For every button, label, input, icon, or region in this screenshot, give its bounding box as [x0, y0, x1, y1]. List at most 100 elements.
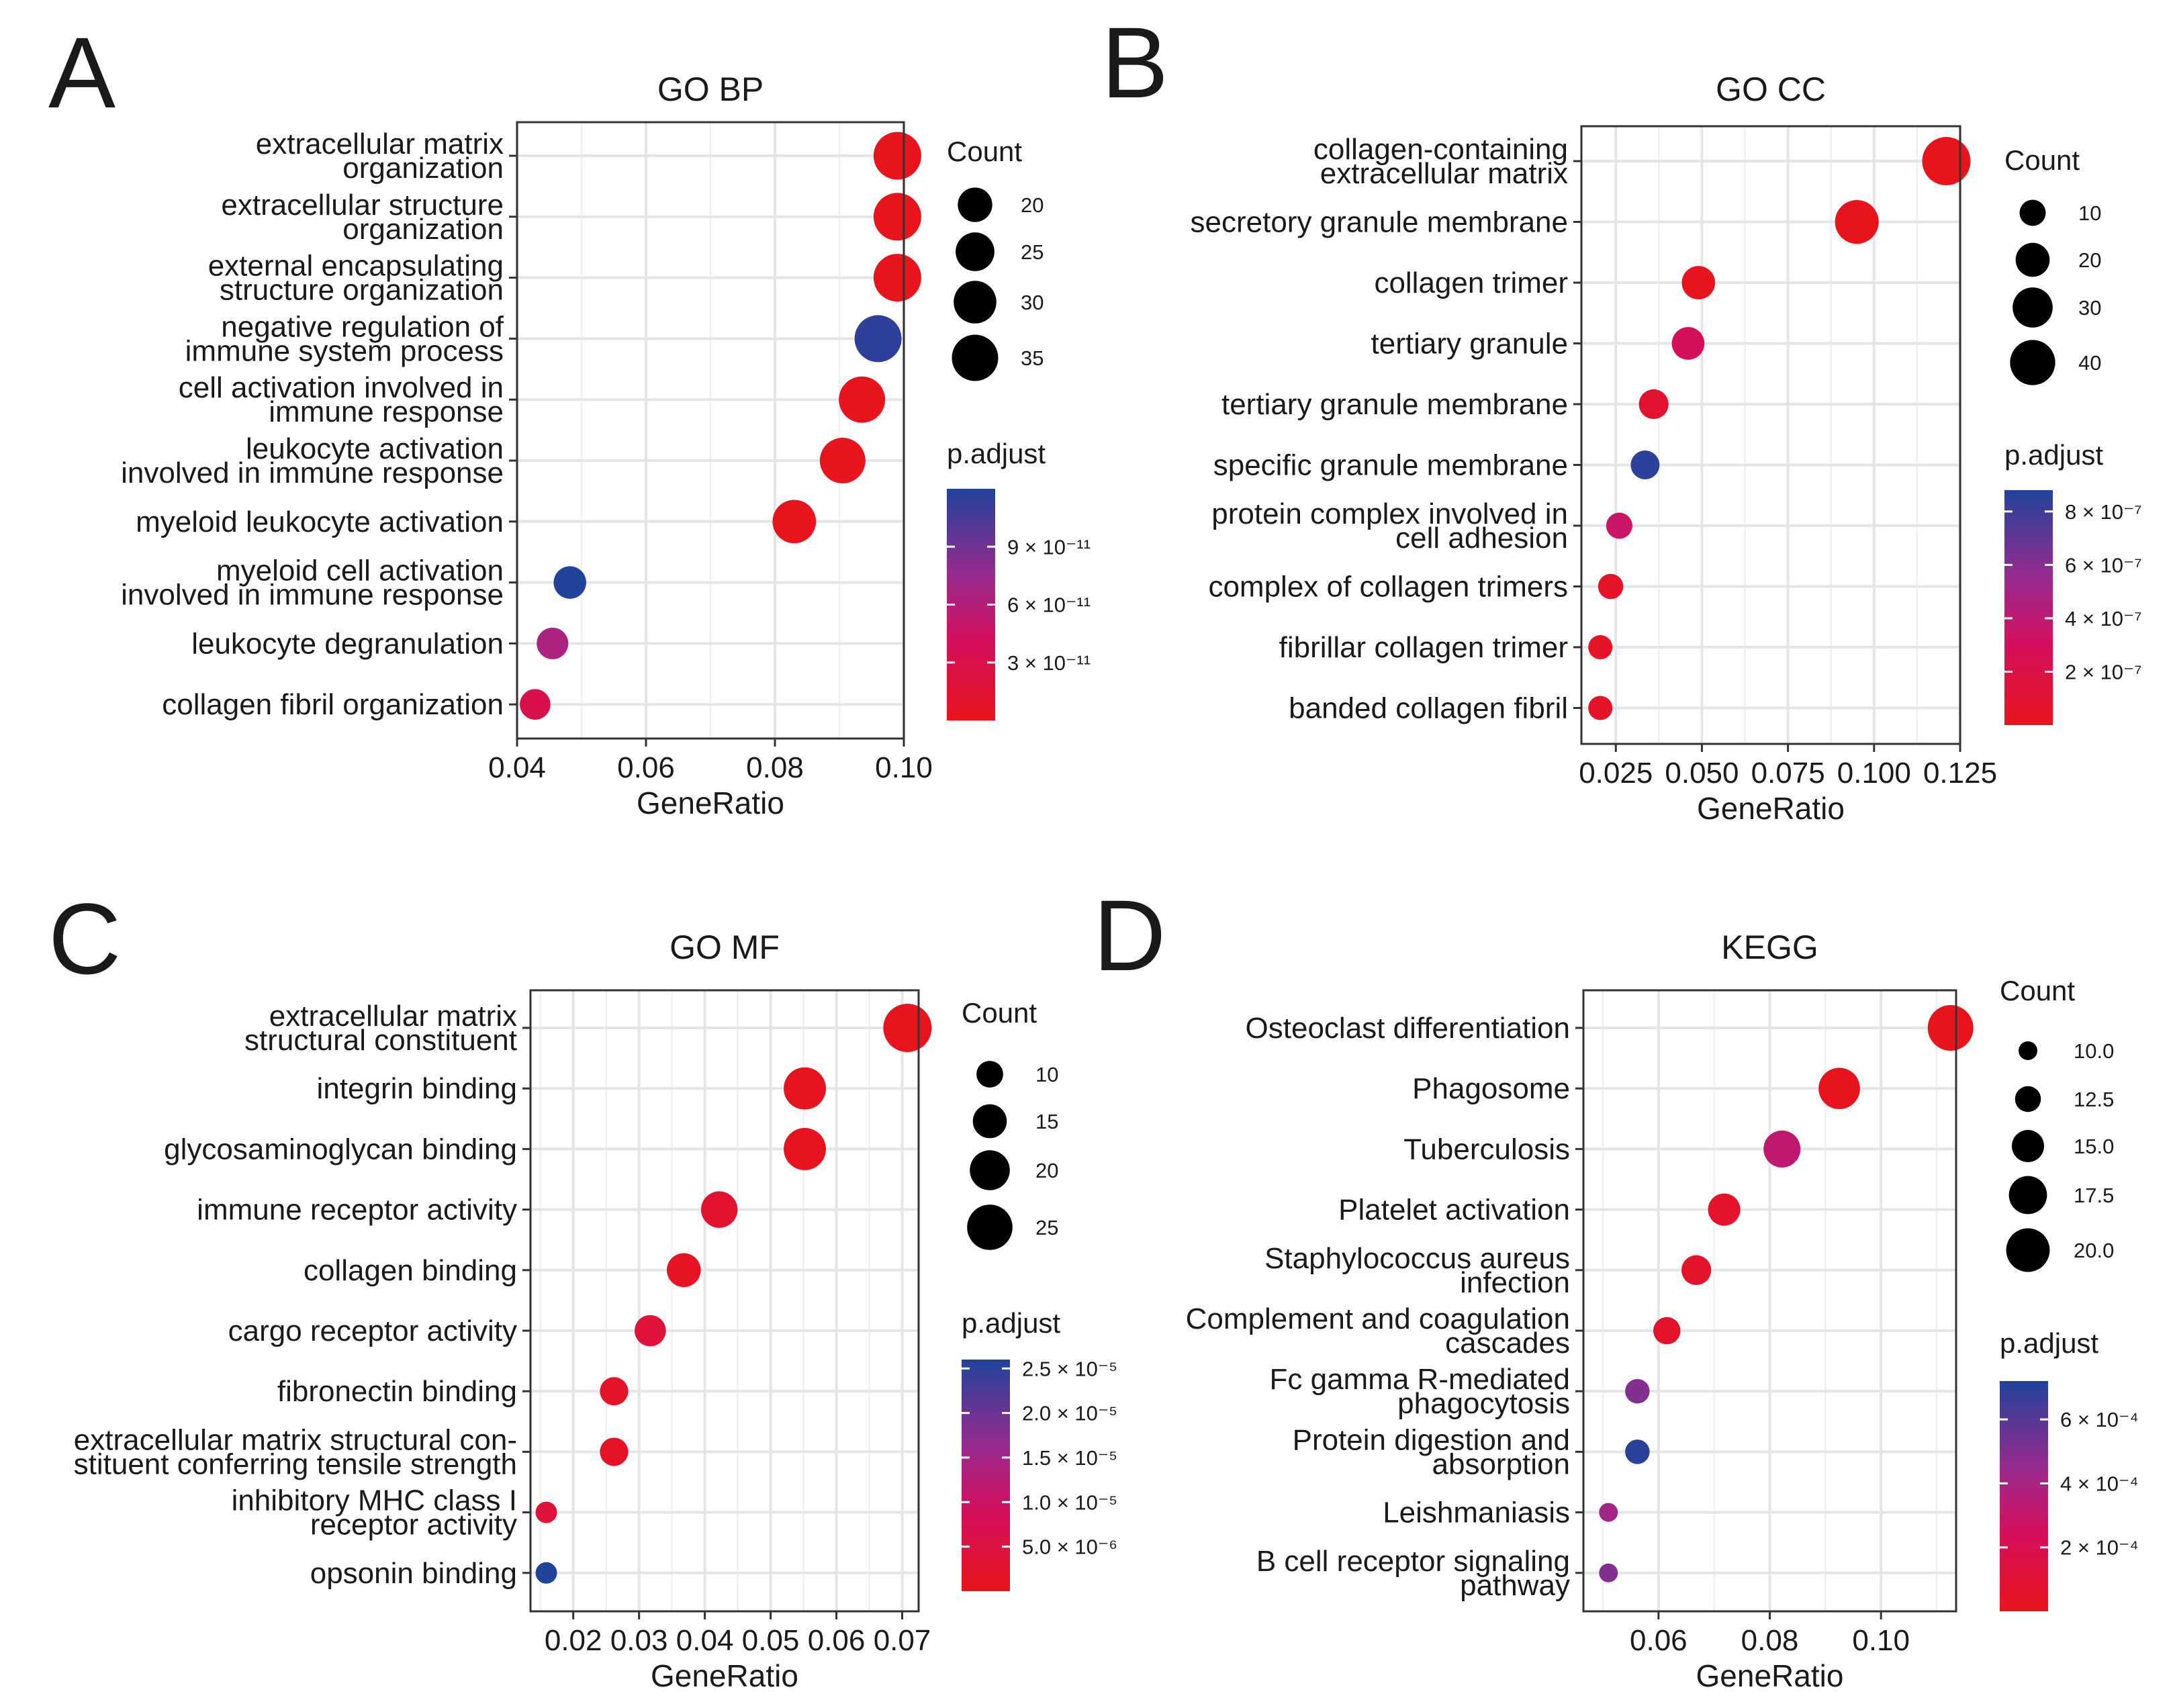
term-label: receptor activity: [310, 1509, 517, 1541]
data-point: [873, 193, 921, 241]
term-label: Tuberculosis: [1403, 1133, 1570, 1166]
x-tick-label: 0.08: [746, 751, 804, 784]
term-label: extracellular matrix structural con-: [74, 1423, 517, 1456]
data-point: [553, 566, 586, 599]
x-tick-label: 0.02: [545, 1624, 602, 1657]
data-point: [1638, 389, 1669, 420]
size-legend-label: 20: [2078, 248, 2101, 272]
chart-title: GO MF: [669, 929, 780, 966]
size-legend-key: [952, 334, 999, 381]
panel-letter: D: [1093, 879, 1166, 992]
term-label: involved in immune response: [121, 579, 504, 612]
term-label: specific granule membrane: [1213, 449, 1568, 482]
data-point: [1606, 512, 1632, 539]
size-legend-title: Count: [962, 997, 1037, 1029]
data-point: [1625, 1439, 1650, 1464]
color-legend-label: 8 × 10⁻⁷: [2065, 500, 2142, 524]
term-label: extracellular matrix: [256, 128, 504, 160]
data-point: [784, 1067, 826, 1110]
chart-title: GO BP: [657, 70, 764, 108]
data-point: [772, 500, 817, 544]
size-legend-key: [2015, 1086, 2041, 1112]
plot-area: [530, 990, 919, 1611]
term-label: extracellular matrix: [1320, 157, 1568, 190]
x-tick-label: 0.06: [808, 1624, 866, 1657]
term-label: pathway: [1460, 1569, 1570, 1602]
term-label: Osteoclast differentiation: [1246, 1012, 1570, 1045]
size-legend-key: [958, 187, 992, 222]
data-point: [1599, 1563, 1618, 1582]
data-point: [873, 254, 921, 302]
data-point: [700, 1191, 738, 1228]
color-legend: p.adjust 2 × 10⁻⁴ 4 × 10⁻⁴ 6 × 10⁻⁴: [2000, 1327, 2139, 1611]
x-axis-title: GeneRatio: [1696, 1658, 1844, 1693]
size-legend-key: [2011, 1129, 2045, 1163]
term-label: cascades: [1445, 1327, 1570, 1360]
data-point: [1835, 199, 1879, 244]
data-point: [537, 627, 569, 659]
data-point: [1588, 635, 1613, 659]
x-tick-label: 0.125: [1923, 757, 1997, 790]
size-legend-label: 17.5: [2074, 1184, 2114, 1207]
data-point: [1763, 1130, 1801, 1168]
color-legend-label: 2.0 × 10⁻⁵: [1022, 1402, 1117, 1425]
y-axis-labels: extracellular matrixorganizationextracel…: [121, 128, 517, 721]
size-legend-label: 20: [1021, 193, 1044, 217]
x-tick-label: 0.025: [1579, 757, 1653, 790]
x-tick-label: 0.07: [874, 1624, 931, 1657]
data-point: [1630, 450, 1660, 479]
x-axis: 0.04 0.06 0.08 0.10 GeneRatio: [488, 739, 933, 820]
x-tick-label: 0.10: [875, 751, 933, 784]
term-label: Platelet activation: [1338, 1194, 1570, 1227]
term-label: phagocytosis: [1397, 1387, 1570, 1420]
term-label: protein complex involved in: [1211, 497, 1568, 530]
size-legend-label: 15.0: [2074, 1135, 2114, 1158]
color-legend-label: 2 × 10⁻⁴: [2060, 1536, 2139, 1560]
data-point: [535, 1501, 557, 1523]
data-point: [666, 1253, 701, 1288]
size-legend-key: [2019, 199, 2046, 226]
term-label: absorption: [1432, 1448, 1570, 1480]
data-point: [839, 376, 886, 423]
size-legend-key: [2019, 1041, 2037, 1060]
size-legend-label: 20: [1035, 1159, 1058, 1182]
size-legend-key: [972, 1104, 1007, 1139]
color-legend-label: 1.5 × 10⁻⁵: [1022, 1446, 1117, 1470]
x-axis-title: GeneRatio: [637, 786, 784, 820]
data-point: [1671, 327, 1705, 360]
size-legend-label: 30: [1021, 291, 1044, 314]
term-label: inhibitory MHC class I: [232, 1484, 517, 1517]
data-point: [1598, 573, 1624, 600]
chart-title: GO CC: [1716, 70, 1826, 108]
term-label: Protein digestion and: [1293, 1423, 1570, 1456]
x-tick-label: 0.08: [1741, 1624, 1799, 1657]
term-label: cell adhesion: [1395, 522, 1568, 555]
term-label: Complement and coagulation: [1186, 1302, 1570, 1335]
x-tick-label: 0.06: [617, 751, 675, 784]
term-label: negative regulation of: [221, 310, 504, 343]
data-point: [520, 689, 551, 720]
term-label: myeloid leukocyte activation: [136, 506, 504, 538]
x-tick-label: 0.075: [1751, 757, 1825, 790]
plot-frame: [1580, 125, 1961, 745]
size-legend-key: [956, 232, 995, 271]
data-point: [819, 438, 866, 483]
size-legend: Count 10 20 30 40: [2004, 144, 2101, 385]
color-legend-label: 4 × 10⁻⁷: [2065, 607, 2142, 630]
color-legend-label: 9 × 10⁻¹¹: [1007, 535, 1091, 559]
term-label: tertiary granule membrane: [1221, 388, 1568, 421]
x-tick-label: 0.03: [610, 1624, 668, 1657]
size-legend: Count 10 15 20 25: [962, 997, 1058, 1250]
size-legend-key: [970, 1150, 1010, 1190]
size-legend-label: 10: [1035, 1063, 1058, 1086]
chart-title: KEGG: [1721, 929, 1818, 966]
term-label: Leishmaniasis: [1383, 1497, 1570, 1529]
term-label: myeloid cell activation: [216, 555, 504, 587]
plot-frame: [516, 121, 905, 740]
data-point: [1599, 1503, 1618, 1522]
size-legend-title: Count: [947, 136, 1022, 167]
x-axis: 0.025 0.050 0.075 0.100 0.125 GeneRatio: [1579, 744, 1997, 826]
